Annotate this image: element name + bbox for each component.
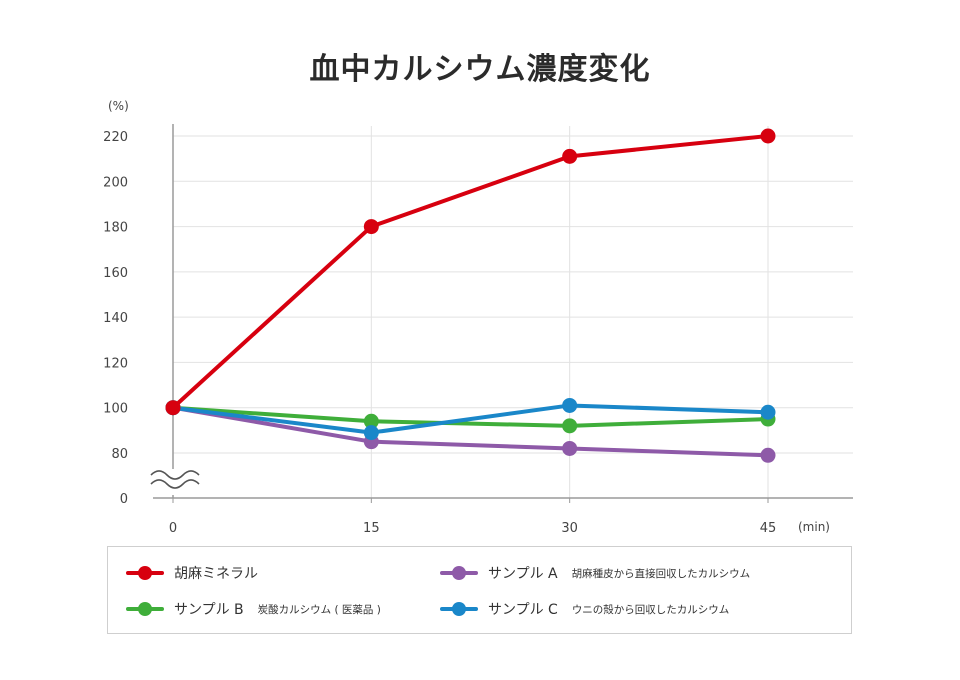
axis-break-wave-1 [150, 470, 200, 480]
chart-title: 血中カルシウム濃度変化 [309, 52, 651, 87]
data-point-s3-1 [363, 425, 379, 441]
legend-swatch-3 [440, 599, 478, 619]
legend-desc-3: ウニの殻から回収したカルシウム [571, 603, 730, 616]
data-point-s0-3 [760, 128, 776, 144]
data-point-s0-2 [562, 148, 578, 164]
legend: 胡麻ミネラル サンプル A 胡麻種皮から直接回収したカルシウム サンプル B 炭… [107, 546, 852, 634]
data-point-s0-0 [165, 400, 181, 416]
legend-item-series-1: サンプル A 胡麻種皮から直接回収したカルシウム [440, 563, 750, 583]
legend-swatch-0 [126, 563, 164, 583]
y-unit-label: (%) [108, 99, 129, 113]
data-point-s2-2 [562, 418, 578, 434]
axis-break-mask [149, 469, 197, 495]
series-line-2 [171, 405, 770, 428]
y-tick-label-8: 220 [103, 130, 128, 145]
x-tick-label-2: 30 [561, 521, 578, 536]
series-line-3 [171, 403, 770, 435]
y-tick-label-2: 100 [103, 402, 128, 417]
y-tick-label-0: 0 [120, 492, 128, 507]
legend-label-3: サンプル C [488, 602, 558, 618]
data-point-s1-3 [760, 447, 776, 463]
legend-item-series-3: サンプル C ウニの殻から回収したカルシウム [440, 599, 729, 619]
legend-label-1: サンプル A [488, 566, 558, 582]
data-point-s3-3 [760, 404, 776, 420]
x-tick-label-1: 15 [363, 521, 380, 536]
legend-desc-2: 炭酸カルシウム ( 医薬品 ) [257, 603, 381, 616]
legend-item-series-0: 胡麻ミネラル [126, 563, 258, 583]
y-tick-label-5: 160 [103, 266, 128, 281]
data-point-s3-2 [562, 397, 578, 413]
axis-break-wave-2 [150, 479, 200, 489]
legend-desc-1: 胡麻種皮から直接回収したカルシウム [571, 567, 751, 580]
x-unit-label: (min) [798, 520, 830, 534]
y-tick-label-7: 200 [103, 175, 128, 190]
legend-label-2: サンプル B [174, 602, 244, 618]
x-tick-label-3: 45 [760, 521, 777, 536]
series-line-1 [171, 405, 770, 458]
y-tick-label-3: 120 [103, 356, 128, 371]
data-point-s2-1 [363, 413, 379, 429]
data-point-s1-2 [562, 440, 578, 456]
y-tick-label-1: 80 [111, 447, 128, 462]
legend-label-0: 胡麻ミネラル [174, 566, 258, 582]
y-tick-label-4: 140 [103, 311, 128, 326]
legend-swatch-2 [126, 599, 164, 619]
data-point-s0-1 [363, 219, 379, 235]
series-line-0 [171, 134, 770, 410]
legend-item-series-2: サンプル B 炭酸カルシウム ( 医薬品 ) [126, 599, 381, 619]
y-tick-label-6: 180 [103, 221, 128, 236]
legend-swatch-1 [440, 563, 478, 583]
x-tick-label-0: 0 [169, 521, 177, 536]
